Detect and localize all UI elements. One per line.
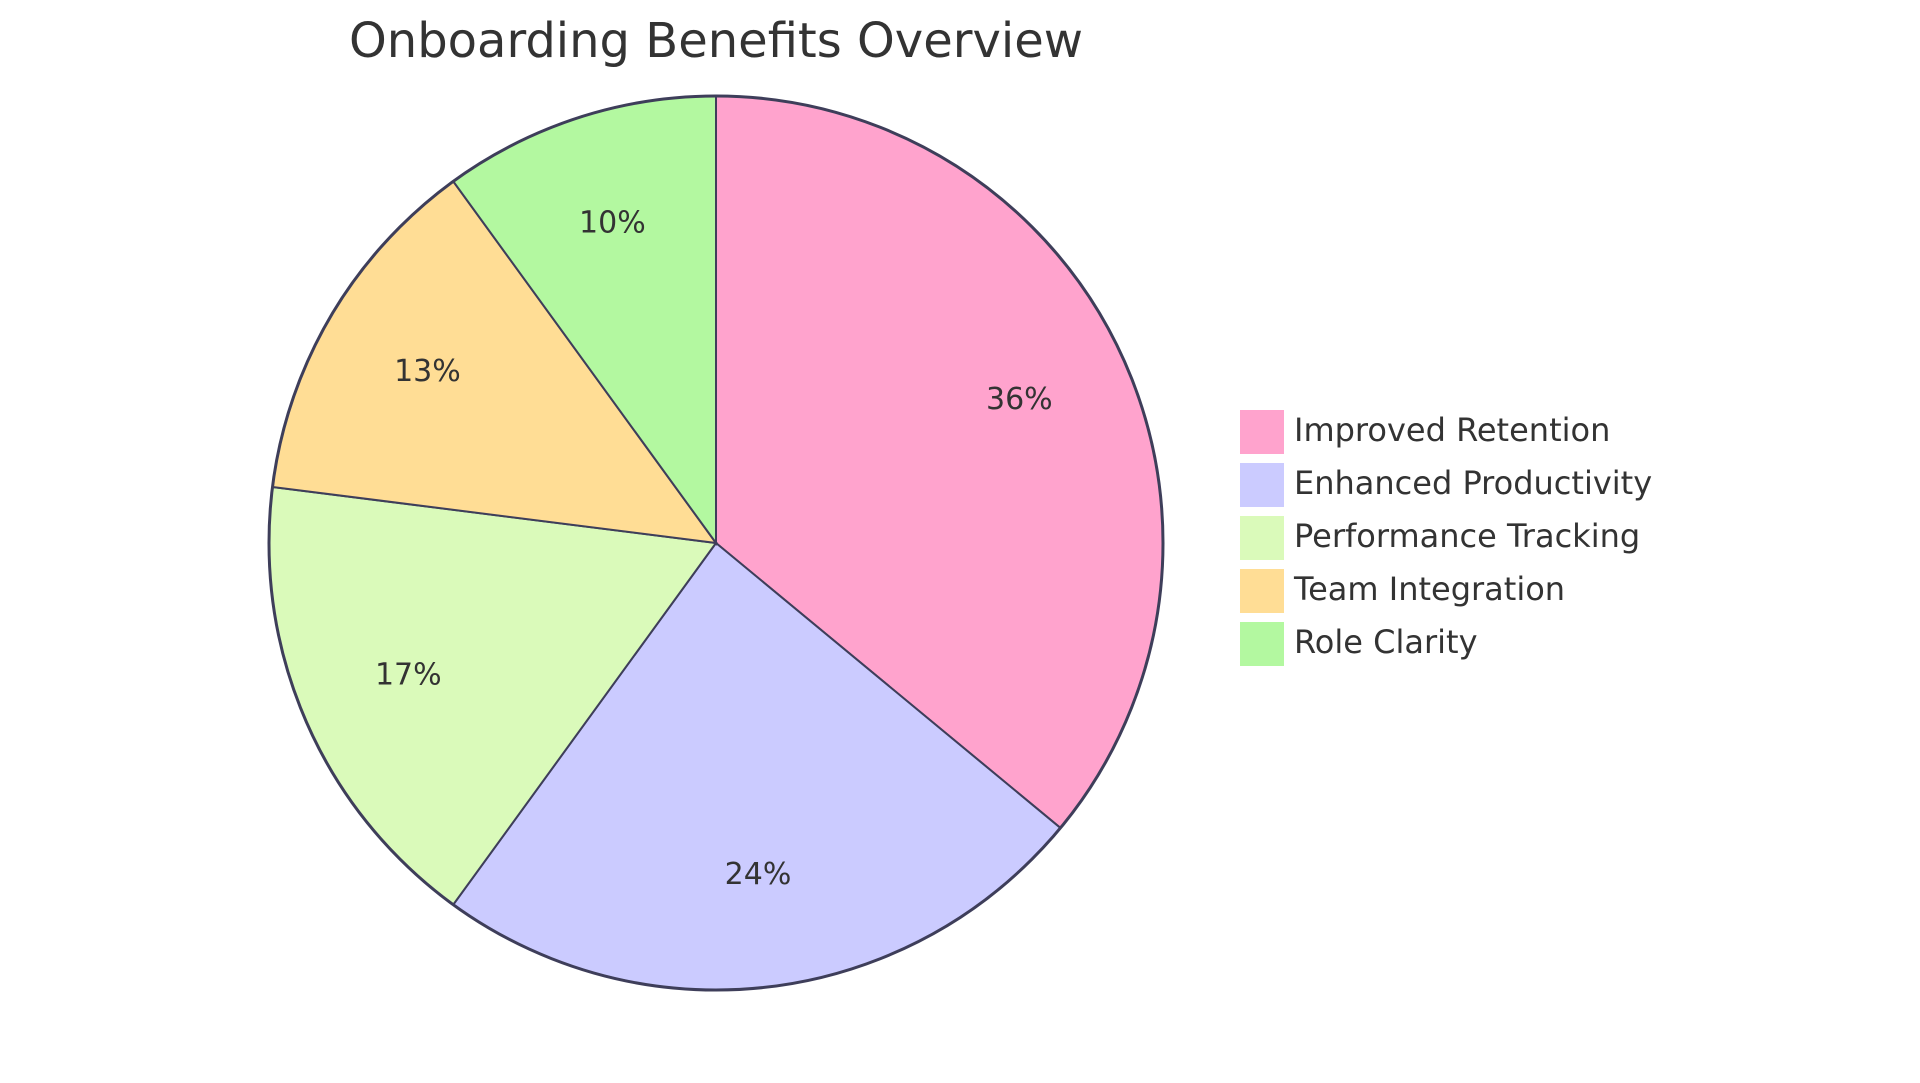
slice-value-label-team-integration: 13%	[394, 354, 461, 389]
legend: Improved Retention Enhanced Productivity P…	[1240, 410, 1652, 666]
chart-title: Onboarding Benefits Overview	[349, 13, 1083, 69]
legend-label-role-clarity: Role Clarity	[1294, 623, 1478, 661]
pie-slices	[267, 94, 1165, 992]
legend-swatch-team-integration	[1240, 569, 1284, 613]
slice-value-label-role-clarity: 10%	[579, 206, 646, 241]
legend-swatch-enhanced-productivity	[1240, 463, 1284, 507]
pie-outline	[267, 94, 1165, 992]
legend-label-team-integration: Team Integration	[1293, 570, 1565, 608]
legend-label-performance-tracking: Performance Tracking	[1294, 517, 1640, 555]
legend-swatch-role-clarity	[1240, 622, 1284, 666]
legend-swatch-performance-tracking	[1240, 516, 1284, 560]
legend-label-improved-retention: Improved Retention	[1294, 411, 1610, 449]
legend-label-enhanced-productivity: Enhanced Productivity	[1294, 464, 1652, 502]
legend-swatch-improved-retention	[1240, 410, 1284, 454]
slice-value-label-performance-tracking: 17%	[375, 658, 442, 693]
pie-slice-labels: 36% 24% 17% 13% 10%	[375, 206, 1053, 892]
slice-value-label-improved-retention: 36%	[986, 382, 1053, 417]
slice-value-label-enhanced-productivity: 24%	[725, 857, 792, 892]
